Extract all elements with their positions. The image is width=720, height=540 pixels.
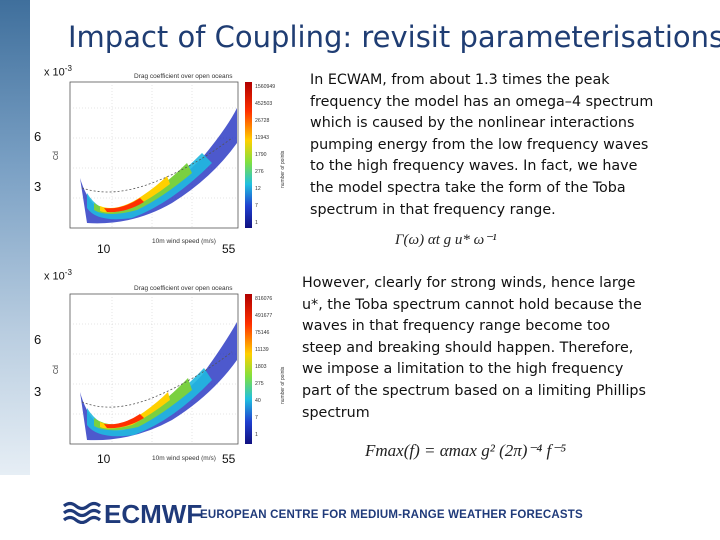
slide-title: Impact of Coupling: revisit parameterisa… <box>68 20 720 54</box>
top-cb-tick-2: 26728 <box>255 118 270 124</box>
bottom-inner-ylabel: Cd <box>53 365 60 374</box>
top-cb-tick-5: 276 <box>255 169 264 175</box>
top-inner-title: Drag coefficient over open oceans <box>134 73 233 80</box>
bottom-inner-xlabel: 10m wind speed (m/s) <box>152 455 216 462</box>
bottom-cb-tick-2: 75146 <box>255 330 270 336</box>
bottom-cb-tick-6: 40 <box>255 398 261 404</box>
bottom-colorbar <box>245 294 252 444</box>
bottom-cb-tick-4: 1803 <box>255 364 267 370</box>
top-colorbar-label: number of points <box>280 150 286 188</box>
bottom-scatter-cloud <box>80 322 237 441</box>
left-decorative-band <box>0 0 30 475</box>
formula-toba: Γ(ω) αt g u* ω⁻¹ <box>395 232 497 248</box>
top-cb-tick-7: 7 <box>255 203 258 209</box>
bottom-cb-tick-3: 11139 <box>255 347 269 353</box>
top-scale-exp: -3 <box>64 64 72 73</box>
bottom-cb-tick-7: 7 <box>255 415 258 421</box>
bottom-cb-tick-5: 275 <box>255 381 264 387</box>
top-cb-tick-1: 452503 <box>255 101 272 107</box>
top-scale-base: x 10 <box>44 66 65 79</box>
bottom-colorbar-label: number of points <box>280 366 286 404</box>
paragraph-phillips-limit: However, clearly for strong winds, hence… <box>302 275 646 421</box>
top-xtick-left: 10 <box>97 242 111 256</box>
top-inner-xlabel: 10m wind speed (m/s) <box>152 238 216 245</box>
top-cb-tick-3: 11943 <box>255 135 269 141</box>
bottom-ytick-upper: 6 <box>34 332 42 347</box>
top-ytick-lower: 3 <box>34 179 42 194</box>
ecmwf-logo-text: ECMWF <box>104 499 203 529</box>
bottom-ytick-lower: 3 <box>34 384 42 399</box>
top-gridlines <box>70 82 238 228</box>
bottom-cb-tick-1: 491677 <box>255 313 272 319</box>
bottom-cb-tick-8: 1 <box>255 432 258 438</box>
top-cb-tick-8: 1 <box>255 220 258 226</box>
centre-name: EUROPEAN CENTRE FOR MEDIUM-RANGE WEATHER… <box>200 509 583 521</box>
bottom-colorbar-ticks: 816076 491677 75146 11139 1803 275 40 7 … <box>255 296 272 438</box>
formula-phillips: Fmax(f) = αmax g² (2π)⁻⁴ f⁻⁵ <box>365 441 567 460</box>
bottom-xtick-left: 10 <box>97 452 111 466</box>
bottom-scale-base: x 10 <box>44 270 65 283</box>
bottom-scatter-figure: Drag coefficient over open oceans Cd 10m… <box>53 285 286 462</box>
bottom-scale-exp: -3 <box>64 268 72 277</box>
paragraph-toba-spectrum: In ECWAM, from about 1.3 times the peak … <box>310 72 654 218</box>
bottom-cb-tick-0: 816076 <box>255 296 272 302</box>
bottom-xtick-right: 55 <box>222 452 236 466</box>
ecmwf-logo-mark-icon <box>62 501 102 524</box>
bottom-plot-scale-factor: x 10-3 <box>44 268 72 283</box>
top-colorbar-ticks: 1560949 452503 26728 11943 1790 276 12 7… <box>255 84 275 226</box>
top-colorbar <box>245 82 252 228</box>
top-scatter-figure: Drag coefficient over open oceans Cd 10m… <box>53 73 286 245</box>
top-ytick-upper: 6 <box>34 129 42 144</box>
top-cb-tick-4: 1790 <box>255 152 267 158</box>
top-plot-scale-factor: x 10-3 <box>44 64 72 79</box>
top-cb-tick-0: 1560949 <box>255 84 275 90</box>
top-scatter-cloud <box>80 108 237 224</box>
top-inner-ylabel: Cd <box>53 151 60 160</box>
top-xtick-right: 55 <box>222 242 236 256</box>
bottom-inner-title: Drag coefficient over open oceans <box>134 285 233 292</box>
top-cb-tick-6: 12 <box>255 186 261 192</box>
